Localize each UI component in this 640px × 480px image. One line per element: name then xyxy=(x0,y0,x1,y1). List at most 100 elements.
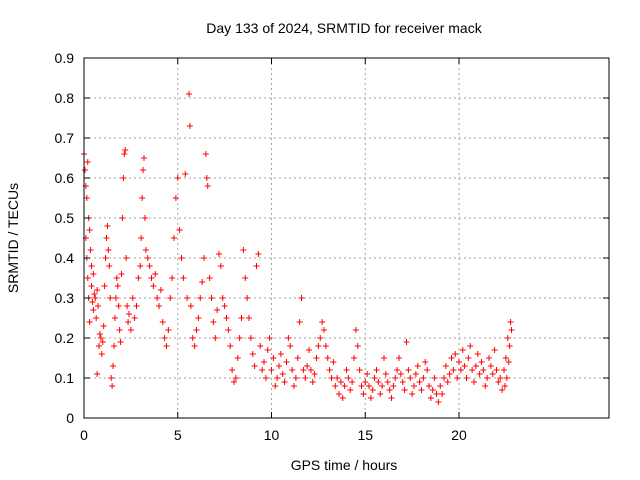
data-point xyxy=(142,247,149,253)
data-point xyxy=(266,335,273,341)
data-point xyxy=(210,319,217,325)
data-point xyxy=(343,367,350,373)
data-point xyxy=(242,275,249,281)
data-point xyxy=(452,351,459,357)
data-point xyxy=(396,355,402,361)
data-point xyxy=(394,367,401,373)
data-point xyxy=(231,379,237,385)
data-point xyxy=(201,255,207,261)
data-point xyxy=(495,379,502,385)
data-point xyxy=(199,279,206,285)
y-tick-label: 0.7 xyxy=(55,130,75,146)
data-point xyxy=(347,387,354,393)
data-point xyxy=(377,391,384,397)
data-point xyxy=(326,367,333,373)
y-tick-label: 0.4 xyxy=(55,250,75,266)
data-point xyxy=(289,367,296,373)
data-point xyxy=(411,383,417,389)
data-point xyxy=(476,371,483,377)
data-point xyxy=(163,343,170,349)
data-point xyxy=(121,151,128,157)
data-point xyxy=(499,387,506,393)
data-point xyxy=(281,379,288,385)
data-point xyxy=(459,347,466,353)
data-point xyxy=(238,315,245,321)
data-point xyxy=(169,275,176,281)
y-tick-label: 0.3 xyxy=(55,290,75,306)
data-point xyxy=(279,371,286,377)
data-point xyxy=(501,367,507,373)
data-point xyxy=(165,327,172,333)
data-point xyxy=(433,391,440,397)
data-point xyxy=(317,335,324,341)
data-point xyxy=(193,327,200,333)
data-point xyxy=(139,195,146,201)
data-point xyxy=(484,375,491,381)
data-point xyxy=(141,155,147,161)
data-point xyxy=(251,363,258,369)
chart-title: Day 133 of 2024, SRMTID for receiver mac… xyxy=(206,20,482,36)
data-point xyxy=(92,295,99,301)
data-point xyxy=(328,375,335,381)
data-point xyxy=(234,355,241,361)
data-point xyxy=(246,315,252,321)
data-point xyxy=(217,263,224,269)
data-point xyxy=(124,303,131,309)
y-tick-label: 0.9 xyxy=(55,50,75,66)
data-point xyxy=(300,367,307,373)
data-point xyxy=(401,387,408,393)
data-point xyxy=(148,275,155,281)
data-point xyxy=(390,383,397,389)
data-point xyxy=(457,367,464,373)
data-point xyxy=(319,319,326,325)
data-point xyxy=(229,367,236,373)
data-point xyxy=(506,343,513,349)
gridlines xyxy=(84,58,609,418)
data-point xyxy=(379,383,386,389)
data-point xyxy=(112,295,119,301)
data-point xyxy=(84,275,91,281)
data-point xyxy=(302,375,309,381)
data-point xyxy=(86,319,93,325)
data-point xyxy=(309,379,316,385)
data-point xyxy=(103,235,110,241)
data-point xyxy=(450,367,457,373)
data-point xyxy=(95,303,102,309)
data-point xyxy=(304,363,311,369)
data-point xyxy=(236,335,243,341)
data-point xyxy=(133,303,140,309)
data-point xyxy=(446,371,453,377)
data-point xyxy=(444,379,451,385)
data-point xyxy=(227,343,234,349)
data-point xyxy=(427,395,434,401)
data-point xyxy=(126,311,132,317)
data-point xyxy=(156,303,162,309)
y-tick-label: 0.8 xyxy=(55,90,75,106)
data-point xyxy=(486,355,492,361)
data-point xyxy=(138,235,145,241)
data-point xyxy=(351,355,357,361)
data-point xyxy=(292,375,299,381)
data-point xyxy=(109,383,116,389)
data-point xyxy=(356,367,363,373)
data-point xyxy=(111,315,118,321)
x-tick-label: 5 xyxy=(174,427,182,443)
data-point xyxy=(131,315,138,321)
data-point xyxy=(341,383,348,389)
data-point xyxy=(491,347,498,353)
data-point xyxy=(307,367,314,373)
data-point xyxy=(367,395,374,401)
data-point xyxy=(261,359,267,365)
data-point xyxy=(94,371,101,377)
data-point xyxy=(144,255,151,261)
data-point xyxy=(191,343,198,349)
data-point xyxy=(172,195,179,201)
data-point xyxy=(268,367,275,373)
data-point xyxy=(270,355,277,361)
data-point xyxy=(116,327,123,333)
data-point xyxy=(322,343,329,349)
data-point xyxy=(373,367,380,373)
data-point xyxy=(87,247,94,253)
data-point xyxy=(88,263,95,269)
data-point xyxy=(83,195,90,201)
